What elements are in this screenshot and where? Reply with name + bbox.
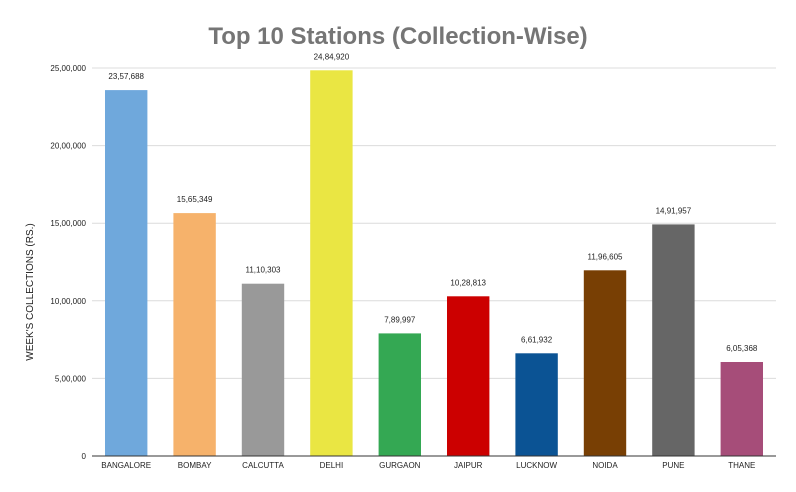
data-label: 7,89,997 <box>384 315 416 324</box>
x-tick-label: CALCUTTA <box>242 461 284 470</box>
x-tick-label: BANGALORE <box>101 461 151 470</box>
x-tick-label: GURGAON <box>379 461 421 470</box>
x-tick-label: NOIDA <box>592 461 618 470</box>
x-tick-label: PUNE <box>662 461 684 470</box>
data-label: 10,28,813 <box>450 278 486 287</box>
data-labels: 23,57,688 15,65,349 11,10,303 24,84,920 7,89… <box>108 52 758 353</box>
y-tick-label: 10,00,000 <box>50 297 86 306</box>
bar <box>310 70 353 457</box>
bar <box>378 333 421 456</box>
data-label: 11,10,303 <box>246 266 282 275</box>
bar <box>515 353 558 456</box>
bar <box>173 213 216 456</box>
x-tick-label: DELHI <box>320 461 344 470</box>
bar <box>105 90 148 456</box>
y-tick-label: 20,00,000 <box>50 142 86 151</box>
x-tick-label: LUCKNOW <box>516 461 557 470</box>
data-label: 24,84,920 <box>314 52 350 61</box>
x-tick-label: THANE <box>728 461 755 470</box>
data-label: 14,91,957 <box>656 206 692 215</box>
y-tick-label: 25,00,000 <box>50 64 86 73</box>
bar <box>720 362 763 456</box>
y-axis-ticks: 0 5,00,000 10,00,000 15,00,000 20,00,000 25,0… <box>50 64 86 461</box>
y-tick-label: 5,00,000 <box>55 374 87 383</box>
data-label: 6,61,932 <box>521 335 553 344</box>
bar <box>652 224 695 456</box>
bar <box>241 283 285 456</box>
data-label: 23,57,688 <box>108 72 144 81</box>
bar <box>583 270 627 456</box>
chart-title: Top 10 Stations (Collection-Wise) <box>208 23 587 50</box>
data-label: 15,65,349 <box>177 195 213 204</box>
x-tick-label: JAIPUR <box>454 461 483 470</box>
bar <box>447 296 490 456</box>
data-label: 6,05,368 <box>726 344 758 353</box>
y-tick-label: 0 <box>82 452 87 461</box>
x-axis-ticks: BANGALORE BOMBAY CALCUTTA DELHI GURGAON JAIPU… <box>101 461 755 470</box>
x-tick-label: BOMBAY <box>178 461 212 470</box>
y-tick-label: 15,00,000 <box>50 219 86 228</box>
y-axis-label: WEEK'S COLLECTIONS (RS.) <box>25 223 36 361</box>
data-label: 11,96,605 <box>588 252 624 261</box>
bars <box>105 70 763 457</box>
